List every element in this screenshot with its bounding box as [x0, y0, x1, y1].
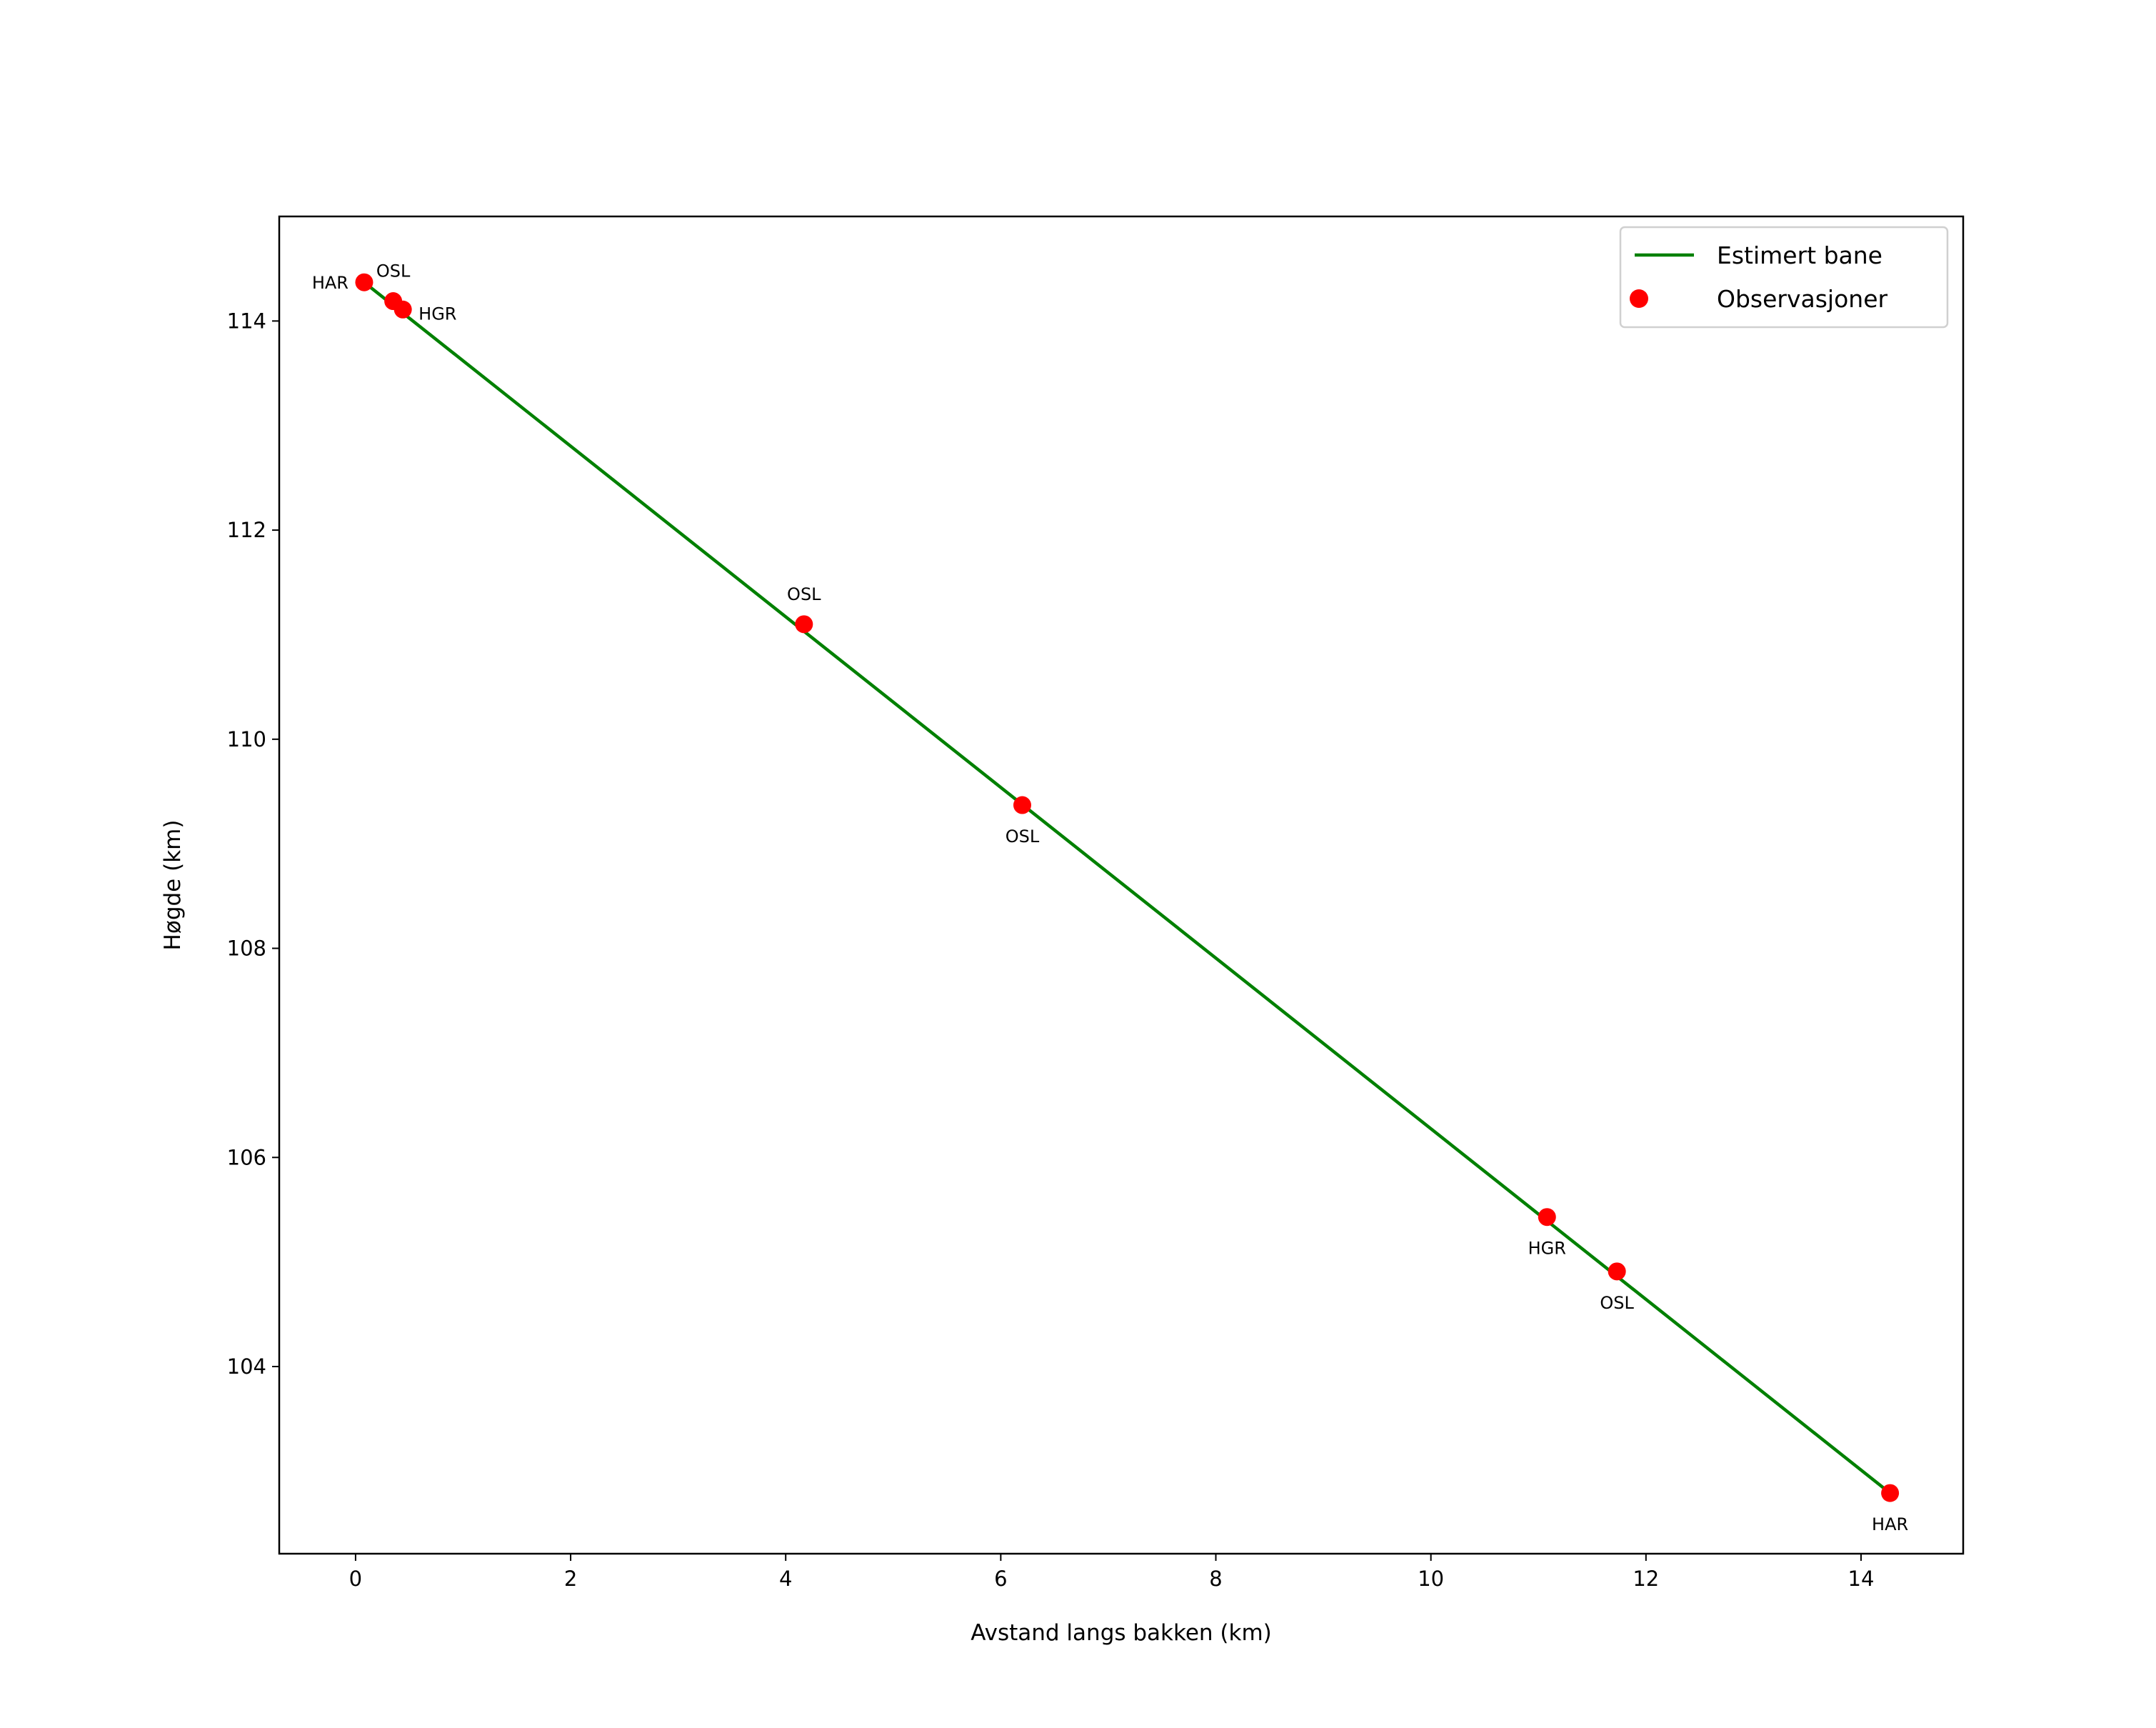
plot-area: HAR OSL HGR OSL OSL HGR OSL HAR — [312, 261, 1908, 1535]
x-tick-label: 4 — [779, 1567, 792, 1591]
legend-marker-swatch — [1630, 289, 1648, 308]
observation-label: OSL — [787, 584, 821, 604]
y-tick-label: 114 — [227, 309, 266, 333]
x-axis: 0 2 4 6 8 10 12 14 — [349, 1554, 1875, 1591]
axes-frame — [278, 215, 1965, 1555]
observation-point — [1881, 1484, 1900, 1502]
x-tick-label: 14 — [1848, 1567, 1875, 1591]
x-tick-label: 8 — [1209, 1567, 1222, 1591]
observation-label: OSL — [1600, 1293, 1634, 1313]
x-tick-label: 10 — [1418, 1567, 1444, 1591]
x-axis-label: Avstand langs bakken (km) — [971, 1620, 1272, 1646]
legend-entry-observasjoner: Observasjoner — [1717, 285, 1888, 313]
observation-point — [393, 300, 412, 319]
x-tick-label: 0 — [349, 1567, 362, 1591]
observation-point — [1608, 1262, 1626, 1281]
observation-label: OSL — [376, 261, 411, 281]
observation-point — [795, 615, 813, 634]
y-tick-label: 104 — [227, 1354, 266, 1379]
x-tick-label: 2 — [564, 1567, 577, 1591]
y-tick-label: 108 — [227, 937, 266, 961]
y-tick-label: 110 — [227, 727, 266, 751]
observation-label: OSL — [1006, 826, 1040, 846]
legend-frame — [1619, 226, 1949, 329]
x-tick-label: 6 — [994, 1567, 1007, 1591]
observation-label: HAR — [1872, 1514, 1908, 1534]
estimated-trajectory-line — [363, 281, 1892, 1494]
legend: Estimert bane Observasjoner — [1619, 226, 1949, 329]
y-axis: 104 106 108 110 112 114 — [227, 309, 279, 1379]
observation-point — [1013, 796, 1031, 814]
observation-label: HAR — [312, 273, 349, 293]
y-tick-label: 112 — [227, 518, 266, 542]
observation-point — [355, 273, 373, 291]
y-tick-label: 106 — [227, 1145, 266, 1169]
observation-label: HGR — [418, 304, 456, 324]
observation-point — [1538, 1208, 1556, 1227]
observation-label: HGR — [1528, 1239, 1566, 1259]
y-axis-label: Høgde (km) — [160, 820, 186, 951]
legend-entry-estimert-bane: Estimert bane — [1717, 241, 1882, 269]
x-tick-label: 12 — [1633, 1567, 1659, 1591]
